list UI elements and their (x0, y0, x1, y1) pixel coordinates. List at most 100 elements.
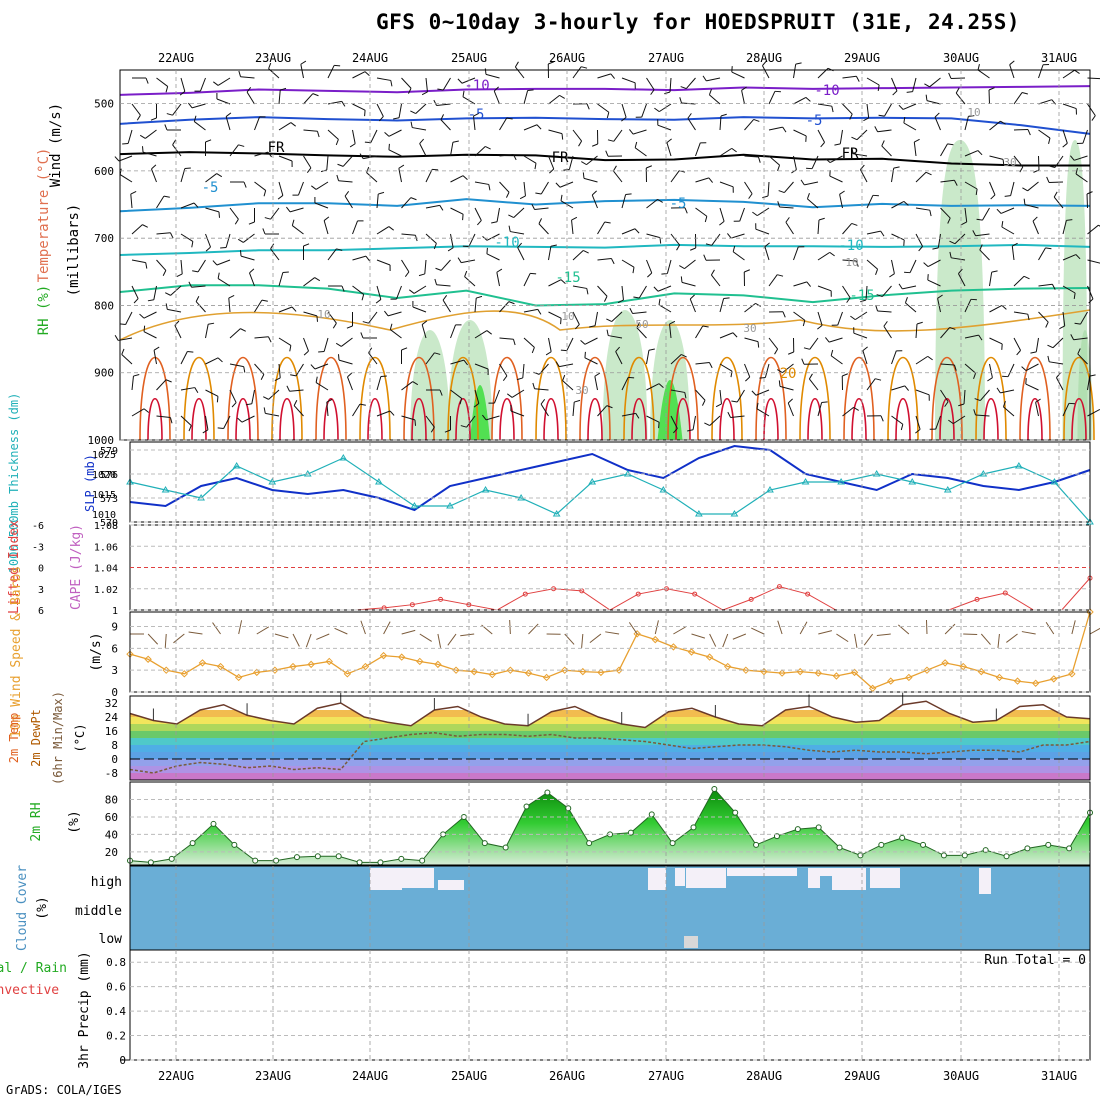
wind-barb-feather (973, 373, 977, 380)
bottom-date-tick: 23AUG (255, 1069, 291, 1083)
surface-wind-barb (709, 633, 717, 647)
wind-barb-feather (1030, 351, 1037, 354)
temp-tick: 24 (105, 711, 119, 724)
wind-barb-feather (407, 88, 412, 94)
wind-barb (450, 142, 454, 157)
wind-speed-marker (1031, 679, 1040, 687)
wind-barb-feather (893, 166, 900, 169)
wind-barb-feather (216, 396, 219, 403)
wind-barb (156, 415, 171, 418)
wind-barb-feather (666, 138, 672, 144)
wind-barb-feather (519, 195, 526, 200)
hot-isotherm (367, 397, 383, 441)
isotherm-label: FR (552, 150, 569, 166)
warm-isotherm (315, 356, 347, 441)
wind-barb (474, 298, 477, 313)
wind-barb (608, 335, 623, 339)
warm-isotherm (183, 356, 215, 441)
wind-barb (586, 155, 598, 166)
wind-barb (229, 144, 239, 157)
wind-barb (891, 385, 906, 391)
series-slp (129, 444, 1091, 512)
wind-barb-feather (404, 271, 410, 277)
cloud-gap (727, 868, 797, 876)
wind-barb-feather (860, 299, 867, 303)
wind-barb-feather (141, 146, 144, 153)
wind-barb-feather (378, 191, 385, 195)
precip-ylabel: Convective (0, 983, 59, 998)
wind-speed-marker (397, 653, 406, 661)
wind-barb-feather (193, 115, 197, 122)
wind-barb-feather (344, 191, 350, 197)
pressure-tick: 700 (94, 232, 114, 245)
wind-barb-feather (142, 224, 148, 228)
wind-barb-feather (996, 208, 1002, 214)
wind-barb-feather (681, 354, 687, 358)
wind-barb (767, 181, 770, 197)
wind-barb (842, 259, 857, 262)
slp-tick: 1025 (92, 450, 116, 461)
wind-barb-feather (842, 373, 848, 377)
wind-barb-feather (549, 168, 555, 174)
wind-barb-feather (727, 233, 732, 239)
surface-wind-barb (316, 633, 330, 640)
wind-barb (419, 143, 427, 157)
wind-barb (842, 406, 854, 417)
wind-barb (719, 298, 725, 313)
wind-barb (597, 73, 612, 79)
rh-marker (815, 824, 822, 831)
wind-barb (376, 77, 391, 81)
cloud-gap (370, 868, 402, 890)
rh-marker (1045, 841, 1052, 848)
wind-barb-feather (621, 116, 627, 122)
wind-barb (594, 376, 598, 391)
wind-barb (1062, 220, 1067, 235)
warm-isotherm (1019, 356, 1051, 441)
wind-barb-feather (516, 377, 523, 381)
wind-barb (347, 376, 353, 391)
wind-speed-marker (234, 673, 243, 682)
rh-marker (1024, 845, 1031, 852)
wind-barb-feather (527, 89, 534, 91)
wind-barb (289, 389, 304, 392)
wind-barb-feather (502, 375, 508, 381)
wind-barb-feather (607, 139, 614, 142)
wind-barb-feather (1004, 195, 1011, 197)
wind-barb (866, 195, 874, 209)
wind-barb-feather (290, 374, 297, 377)
wind-barb (326, 155, 329, 170)
thickness-marker (161, 486, 170, 493)
wind-barb (205, 233, 211, 248)
top-date-tick: 24AUG (352, 51, 388, 65)
wind-barb-feather (669, 320, 676, 325)
wind-barb-feather (744, 269, 750, 273)
wind-barb (464, 276, 476, 287)
wind-barb-feather (341, 285, 345, 292)
wind-barb-feather (378, 116, 384, 122)
wind-barb (709, 94, 721, 105)
wind-barb-feather (384, 310, 389, 317)
wind-barb (584, 357, 598, 365)
wind-barb (376, 410, 391, 417)
surface-wind-barb (528, 623, 539, 635)
wind-barb (327, 65, 335, 79)
chart-marks (114, 60, 1100, 948)
wind-barb-feather (332, 322, 337, 329)
wind-barb (1000, 389, 1015, 394)
wind-barb (730, 415, 745, 418)
bottom-date-tick: 24AUG (352, 1069, 388, 1083)
wind-speed-marker (361, 662, 370, 671)
wind-barb (180, 77, 186, 92)
wind-barb-feather (151, 164, 157, 170)
wind-barb (278, 306, 293, 313)
wind-barb-feather (586, 288, 589, 295)
precip-tick: 0.6 (106, 981, 126, 994)
rh-marker (878, 841, 885, 848)
wind-barb-feather (580, 339, 586, 345)
wind-barb (842, 223, 853, 235)
wind-barb-feather (491, 221, 498, 224)
wind-barb-feather (505, 192, 510, 198)
wind-barb (401, 415, 416, 421)
wind-barb (891, 350, 897, 365)
wind-barb (225, 116, 231, 131)
